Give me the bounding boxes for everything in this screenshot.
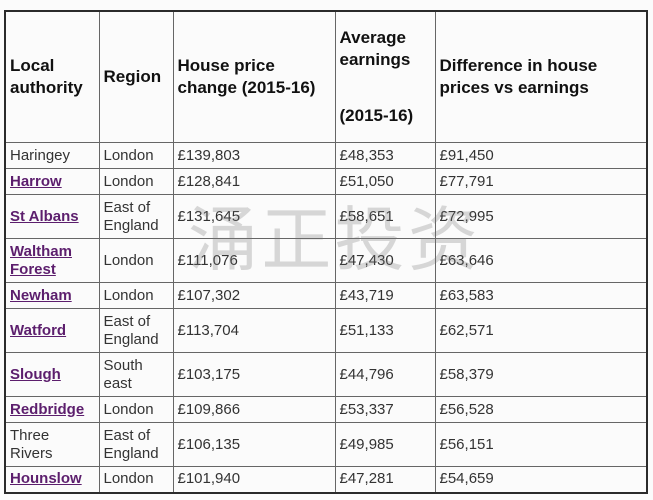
cell-difference: £58,379 — [434, 352, 648, 397]
cell-local-authority: Three Rivers — [4, 422, 100, 467]
cell-local-authority: Harrow — [4, 168, 100, 195]
cell-average-earnings: £48,353 — [334, 142, 436, 169]
cell-region: East of England — [98, 308, 174, 353]
cell-difference: £72,995 — [434, 194, 648, 239]
header-local-authority: Local authority — [4, 10, 100, 143]
cell-average-earnings: £47,430 — [334, 238, 436, 283]
cell-average-earnings: £51,050 — [334, 168, 436, 195]
cell-difference: £54,659 — [434, 466, 648, 493]
cell-region: London — [98, 168, 174, 195]
cell-region: South east — [98, 352, 174, 397]
cell-average-earnings: £44,796 — [334, 352, 436, 397]
cell-house-price-change: £113,704 — [172, 308, 336, 353]
cell-difference: £56,528 — [434, 396, 648, 423]
cell-house-price-change: £109,866 — [172, 396, 336, 423]
cell-average-earnings: £51,133 — [334, 308, 436, 353]
cell-region: East of England — [98, 194, 174, 239]
cell-average-earnings: £53,337 — [334, 396, 436, 423]
cell-house-price-change: £128,841 — [172, 168, 336, 195]
cell-region: London — [98, 396, 174, 423]
header-region: Region — [98, 10, 174, 143]
cell-region: East of England — [98, 422, 174, 467]
cell-house-price-change: £131,645 — [172, 194, 336, 239]
cell-average-earnings: £43,719 — [334, 282, 436, 309]
cell-local-authority: Redbridge — [4, 396, 100, 423]
cell-average-earnings: £58,651 — [334, 194, 436, 239]
cell-house-price-change: £106,135 — [172, 422, 336, 467]
table-row: Waltham Forest London £111,076 £47,430 £63,6… — [4, 238, 648, 283]
header-house-price-change: House price change (2015-16) — [172, 10, 336, 143]
table-row: Watford East of England £113,704 £51,133 £62… — [4, 308, 648, 353]
table-row: Redbridge London £109,866 £53,337 £56,528 — [4, 396, 648, 423]
cell-difference: £91,450 — [434, 142, 648, 169]
authority-link[interactable]: Waltham Forest — [10, 242, 72, 278]
cell-region: London — [98, 142, 174, 169]
authority-link[interactable]: Newham — [10, 286, 72, 304]
header-average-earnings: Average earnings (2015-16) — [334, 10, 436, 143]
cell-average-earnings: £47,281 — [334, 466, 436, 493]
authority-link[interactable]: Hounslow — [10, 470, 82, 488]
header-row: Local authority Region House price chang… — [4, 10, 648, 143]
cell-house-price-change: £103,175 — [172, 352, 336, 397]
cell-house-price-change: £139,803 — [172, 142, 336, 169]
table-body: Haringey London £139,803 £48,353 £91,450 Harr… — [4, 142, 648, 493]
authority-link[interactable]: St Albans — [10, 207, 79, 225]
header-average-earnings-label: Average earnings — [339, 28, 411, 69]
cell-local-authority: Hounslow — [4, 466, 100, 493]
header-average-earnings-period: (2015-16) — [339, 106, 414, 125]
header-difference: Difference in house prices vs earnings — [434, 10, 648, 143]
authority-link[interactable]: Harrow — [10, 172, 62, 190]
table-row: Harrow London £128,841 £51,050 £77,791 — [4, 168, 648, 195]
table-row: Hounslow London £101,940 £47,281 £54,659 — [4, 466, 648, 493]
cell-average-earnings: £49,985 — [334, 422, 436, 467]
table-row: Three Rivers East of England £106,135 £49,9… — [4, 422, 648, 467]
cell-difference: £63,583 — [434, 282, 648, 309]
table-row: Slough South east £103,175 £44,796 £58,379 — [4, 352, 648, 397]
cell-difference: £56,151 — [434, 422, 648, 467]
cell-local-authority: Watford — [4, 308, 100, 353]
cell-region: London — [98, 238, 174, 283]
table-row: Haringey London £139,803 £48,353 £91,450 — [4, 142, 648, 169]
cell-house-price-change: £111,076 — [172, 238, 336, 283]
cell-difference: £77,791 — [434, 168, 648, 195]
table-row: Newham London £107,302 £43,719 £63,583 — [4, 282, 648, 309]
authority-link[interactable]: Watford — [10, 321, 67, 339]
cell-house-price-change: £101,940 — [172, 466, 336, 493]
cell-region: London — [98, 466, 174, 493]
cell-region: London — [98, 282, 174, 309]
authority-link[interactable]: Slough — [10, 365, 61, 383]
cell-local-authority: St Albans — [4, 194, 100, 239]
house-price-table: Local authority Region House price chang… — [4, 10, 648, 494]
cell-local-authority: Newham — [4, 282, 100, 309]
cell-difference: £63,646 — [434, 238, 648, 283]
authority-link[interactable]: Redbridge — [10, 400, 85, 418]
cell-local-authority: Haringey — [4, 142, 100, 169]
cell-house-price-change: £107,302 — [172, 282, 336, 309]
cell-local-authority: Slough — [4, 352, 100, 397]
cell-difference: £62,571 — [434, 308, 648, 353]
cell-local-authority: Waltham Forest — [4, 238, 100, 283]
table-row: St Albans East of England £131,645 £58,651 £… — [4, 194, 648, 239]
